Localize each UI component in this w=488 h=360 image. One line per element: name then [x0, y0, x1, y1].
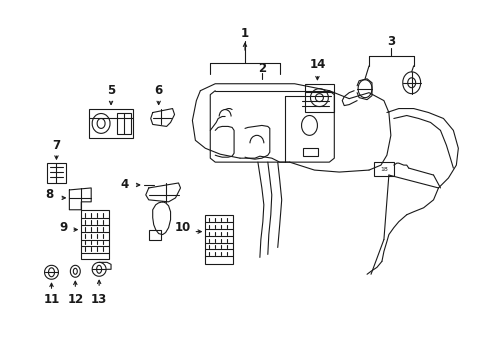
Bar	[304, 84, 334, 112]
Text: 11: 11	[43, 293, 60, 306]
Text: 18: 18	[379, 167, 387, 172]
Text: 9: 9	[59, 221, 67, 234]
Bar	[46, 163, 66, 183]
Bar	[117, 113, 131, 134]
Text: 3: 3	[386, 35, 394, 48]
Bar	[205, 215, 233, 264]
Text: 14: 14	[308, 58, 325, 71]
Text: 5: 5	[107, 84, 115, 97]
Bar	[89, 109, 133, 138]
Text: 13: 13	[91, 293, 107, 306]
Bar	[373, 162, 393, 176]
Text: 7: 7	[52, 139, 61, 152]
Text: 6: 6	[154, 84, 163, 97]
Text: 4: 4	[121, 179, 129, 192]
Text: 2: 2	[257, 62, 265, 75]
Text: 10: 10	[174, 221, 190, 234]
Text: 12: 12	[67, 293, 83, 306]
Bar	[148, 230, 161, 239]
Bar	[81, 210, 109, 260]
Text: 1: 1	[241, 27, 248, 40]
Text: 8: 8	[45, 188, 54, 201]
Bar	[302, 148, 318, 156]
